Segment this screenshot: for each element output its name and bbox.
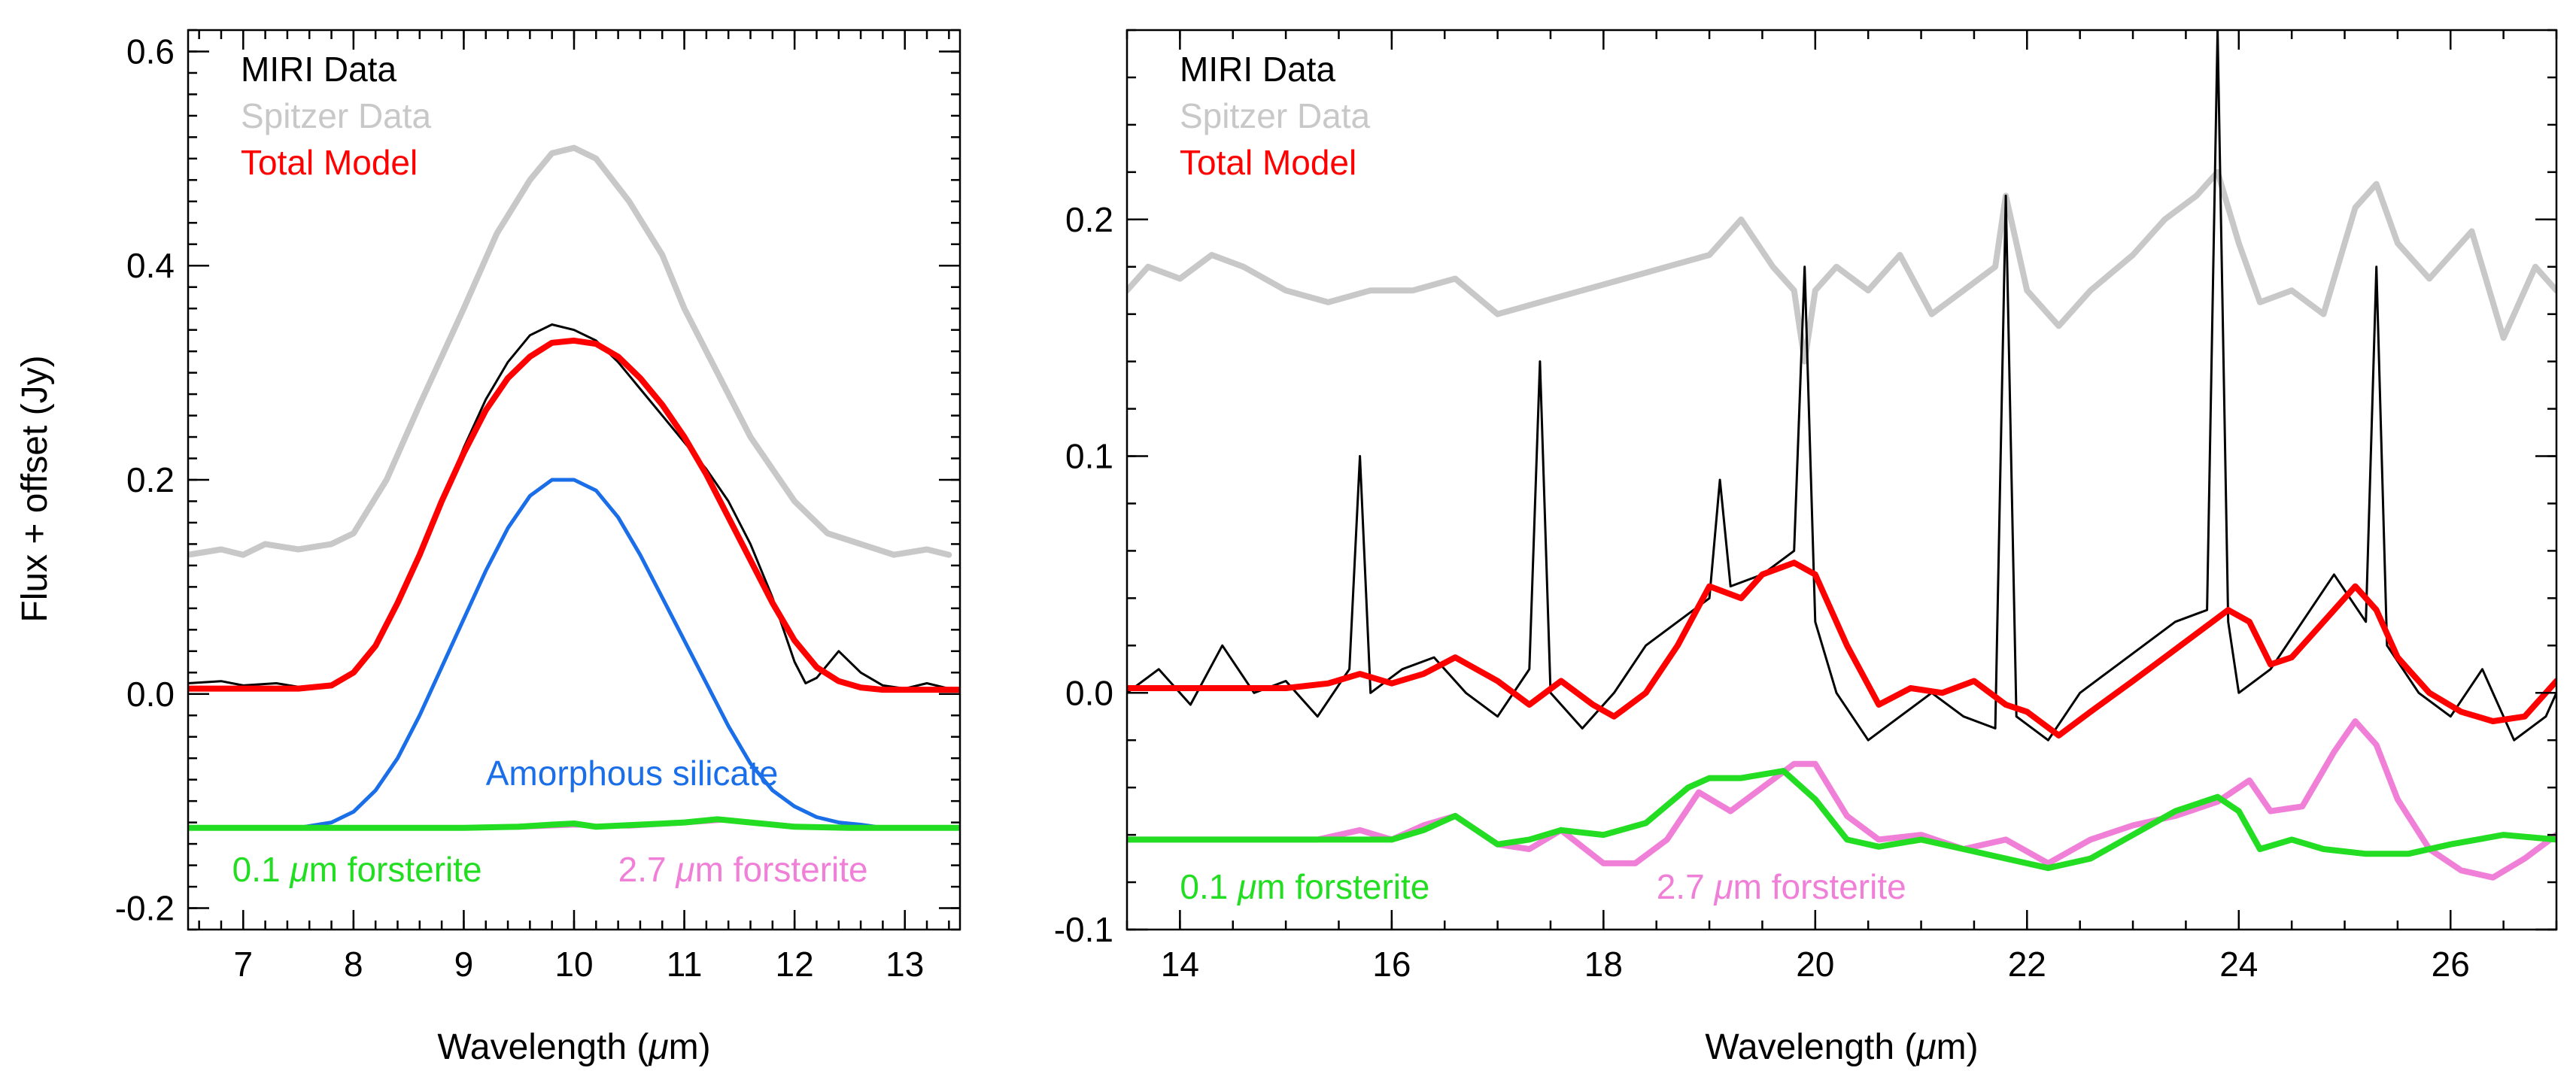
left-annotation: 2.7 μm forsterite (618, 850, 868, 889)
left-x-tick-label: 12 (776, 945, 814, 984)
y-axis-title: Flux + offset (Jy) (15, 355, 55, 622)
right-x-tick-label: 18 (1584, 945, 1623, 984)
left-y-tick-label: 0.2 (126, 460, 175, 499)
left-series-layer (188, 144, 960, 831)
left-legend: MIRI Data Spitzer Data Total Model (241, 50, 432, 182)
left-x-tick-label: 10 (554, 945, 593, 984)
left-x-tick-label: 13 (886, 945, 924, 984)
right-legend-entry: Total Model (1180, 143, 1356, 182)
right-y-tick-label: -0.1 (1054, 910, 1113, 949)
left-x-tick-label: 7 (233, 945, 253, 984)
right-plot-frame (1125, 29, 2558, 931)
left-panel: 7 8 9 10 11 12 13 -0.2 0.0 0.2 0.4 0.6 MIRI Data Spi… (115, 29, 961, 1067)
left-forsterite-small-line (188, 816, 960, 831)
right-legend-entry: MIRI Data (1180, 50, 1335, 89)
right-x-tick-label: 20 (1796, 945, 1834, 984)
left-x-tick-label: 9 (454, 945, 474, 984)
left-y-tick-label: 0.6 (126, 32, 175, 71)
left-ticks-layer: 7 8 9 10 11 12 13 -0.2 0.0 0.2 0.4 0.6 (115, 29, 960, 984)
right-legend-entry: Spitzer Data (1180, 96, 1371, 135)
right-y-tick-label: 0.1 (1065, 437, 1113, 476)
right-annotations: 0.1 μm forsterite 2.7 μm forsterite (1180, 867, 1906, 906)
left-miri-line (188, 323, 950, 690)
right-y-tick-label: 0.2 (1065, 200, 1113, 239)
left-legend-entry: Total Model (241, 143, 418, 182)
right-panel: 14 16 18 20 22 24 26 -0.1 0.0 0.1 0.2 MIRI Data Spi… (1054, 29, 2558, 1067)
right-model-line (1127, 560, 2556, 739)
right-ticks-layer: 14 16 18 20 22 24 26 -0.1 0.0 0.1 0.2 (1054, 29, 2558, 984)
right-x-tick-label: 16 (1372, 945, 1411, 984)
right-annotation: 0.1 μm forsterite (1180, 867, 1429, 906)
left-y-tick-label: 0.4 (126, 246, 175, 285)
right-x-tick-label: 24 (2219, 945, 2258, 984)
right-x-axis-title: Wavelength (μm) (1705, 1027, 1978, 1067)
right-series-layer (1127, 30, 2556, 881)
right-x-tick-label: 14 (1161, 945, 1199, 984)
left-amorphous-line (188, 478, 960, 830)
left-annotation: Amorphous silicate (486, 754, 779, 793)
left-legend-entry: Spitzer Data (241, 96, 432, 135)
right-x-tick-label: 22 (2008, 945, 2046, 984)
left-x-axis-title: Wavelength (μm) (437, 1027, 710, 1067)
left-model-line (188, 337, 960, 693)
right-forsterite-small-line (1127, 768, 2556, 872)
right-miri-line (1127, 30, 2556, 742)
right-x-tick-label: 26 (2432, 945, 2470, 984)
left-x-tick-label: 11 (667, 945, 703, 984)
left-y-tick-label: -0.2 (115, 889, 175, 928)
left-y-tick-label: 0.0 (126, 675, 175, 714)
left-spitzer-line (188, 144, 952, 558)
left-legend-entry: MIRI Data (241, 50, 396, 89)
left-annotations: Amorphous silicate 0.1 μm forsterite 2.7 μ… (232, 754, 868, 889)
right-annotation: 2.7 μm forsterite (1657, 867, 1906, 906)
right-legend: MIRI Data Spitzer Data Total Model (1180, 50, 1371, 182)
right-spitzer-line (1127, 168, 2556, 365)
right-y-tick-label: 0.0 (1065, 673, 1113, 712)
left-x-tick-label: 8 (344, 945, 363, 984)
left-annotation: 0.1 μm forsterite (232, 850, 482, 889)
